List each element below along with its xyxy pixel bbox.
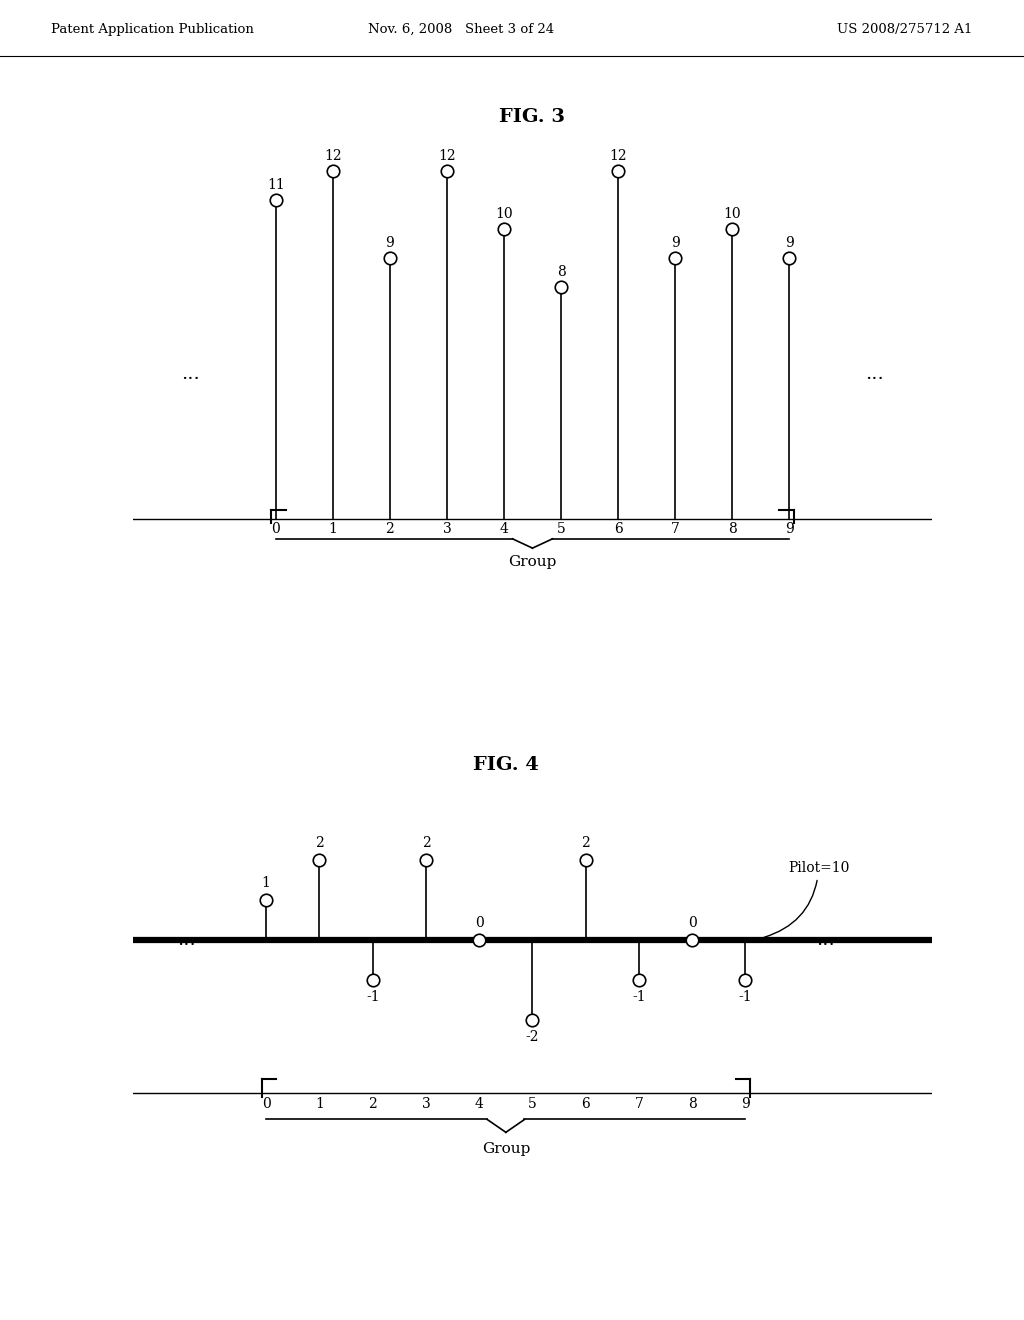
Text: 0: 0 [475, 916, 483, 931]
Text: 2: 2 [369, 1097, 377, 1110]
Text: 0: 0 [688, 916, 696, 931]
Text: 1: 1 [262, 876, 270, 890]
Text: 6: 6 [613, 521, 623, 536]
Text: 7: 7 [671, 521, 680, 536]
Text: 5: 5 [557, 521, 565, 536]
Text: 3: 3 [422, 1097, 430, 1110]
Text: 0: 0 [271, 521, 281, 536]
Text: 8: 8 [728, 521, 736, 536]
Text: 6: 6 [582, 1097, 590, 1110]
Text: 9: 9 [671, 236, 680, 251]
Text: 2: 2 [582, 836, 590, 850]
Text: 12: 12 [438, 149, 456, 164]
Text: 1: 1 [329, 521, 337, 536]
Text: 12: 12 [609, 149, 627, 164]
Text: FIG. 3: FIG. 3 [500, 108, 565, 125]
Text: 10: 10 [723, 207, 741, 222]
Text: ...: ... [177, 931, 196, 949]
Text: Group: Group [508, 554, 557, 569]
Text: Patent Application Publication: Patent Application Publication [51, 24, 254, 36]
Text: 7: 7 [635, 1097, 643, 1110]
Text: -1: -1 [366, 990, 380, 1005]
Text: 3: 3 [442, 521, 452, 536]
Text: 4: 4 [500, 521, 508, 536]
Text: 12: 12 [324, 149, 342, 164]
Text: 9: 9 [784, 521, 794, 536]
Text: 2: 2 [422, 836, 430, 850]
Text: 8: 8 [688, 1097, 696, 1110]
Text: US 2008/275712 A1: US 2008/275712 A1 [838, 24, 973, 36]
Text: -1: -1 [738, 990, 753, 1005]
Text: -2: -2 [525, 1031, 540, 1044]
Text: 2: 2 [315, 836, 324, 850]
Text: FIG. 4: FIG. 4 [473, 755, 539, 774]
Text: 0: 0 [262, 1097, 270, 1110]
Text: ...: ... [865, 366, 884, 383]
Text: 11: 11 [267, 178, 285, 193]
Text: 2: 2 [385, 521, 394, 536]
Text: 4: 4 [475, 1097, 483, 1110]
Text: 8: 8 [557, 265, 565, 280]
Text: 9: 9 [784, 236, 794, 251]
Text: Pilot=10: Pilot=10 [764, 861, 850, 937]
Text: -1: -1 [632, 990, 646, 1005]
Text: 5: 5 [528, 1097, 537, 1110]
Text: 1: 1 [315, 1097, 324, 1110]
Text: 10: 10 [496, 207, 513, 222]
Text: 9: 9 [741, 1097, 750, 1110]
Text: ...: ... [816, 931, 835, 949]
Text: Group: Group [481, 1142, 530, 1155]
Text: ...: ... [181, 366, 200, 383]
Text: 9: 9 [385, 236, 394, 251]
Text: Nov. 6, 2008   Sheet 3 of 24: Nov. 6, 2008 Sheet 3 of 24 [368, 24, 554, 36]
